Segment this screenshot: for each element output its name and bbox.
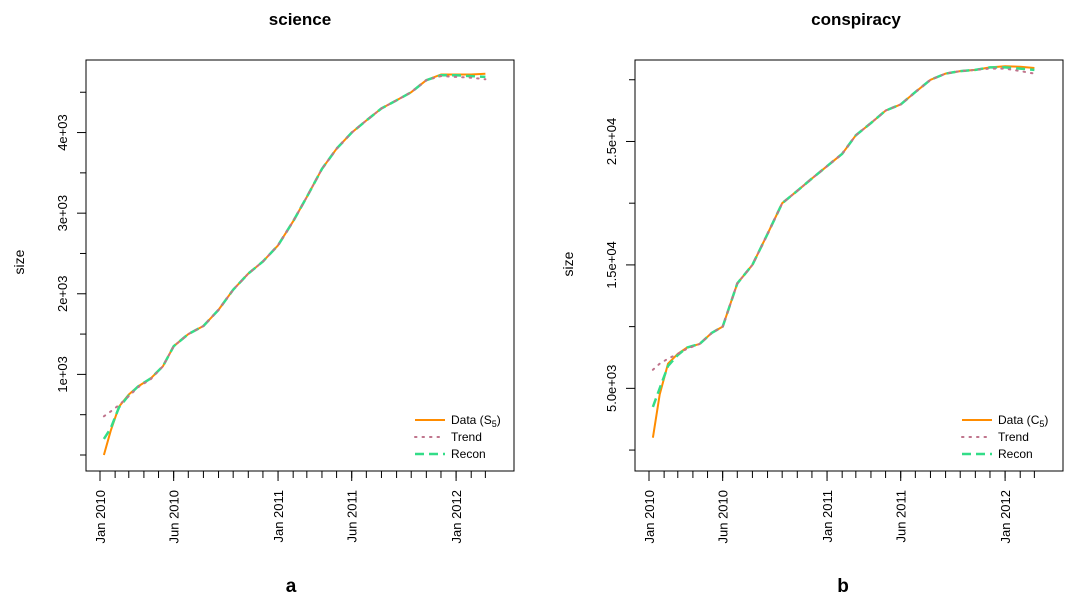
y-axis-science: 1e+03 2e+03 3e+03 4e+03 bbox=[55, 91, 86, 456]
chart-title-science: science bbox=[269, 10, 331, 29]
x-axis-science: Jan 2010 Jun 2010 Jan 2011 Jun 2011 Jan 2012 bbox=[93, 471, 486, 544]
series-group-conspiracy bbox=[651, 65, 1036, 438]
legend-science: Data (S5) Trend Recon bbox=[414, 413, 501, 461]
y-tick-label: 1.5e+04 bbox=[604, 241, 619, 288]
plot-frame-conspiracy bbox=[634, 59, 1064, 472]
x-tick-label: Jan 2010 bbox=[93, 490, 108, 544]
series-group-science bbox=[102, 72, 487, 456]
legend-label-data: Data (C5) bbox=[998, 413, 1048, 429]
panel-conspiracy: conspiracy size Jan 2010 Jun 2010 Jan 2011… bbox=[560, 10, 1064, 597]
y-tick-label: 3e+03 bbox=[55, 195, 70, 232]
legend-conspiracy: Data (C5) Trend Recon bbox=[961, 413, 1048, 461]
series-line-recon bbox=[651, 66, 1035, 408]
series-line-trend bbox=[102, 75, 487, 418]
x-tick-label: Jun 2011 bbox=[345, 490, 360, 543]
series-line-trend bbox=[651, 67, 1036, 371]
x-tick-label: Jan 2012 bbox=[449, 490, 464, 544]
y-axis-label-conspiracy: size bbox=[560, 251, 576, 276]
y-tick-label: 2e+03 bbox=[55, 276, 70, 313]
legend-label-recon: Recon bbox=[998, 447, 1033, 461]
legend-label-data: Data (S5) bbox=[451, 413, 501, 429]
y-tick-label: 4e+03 bbox=[55, 114, 70, 151]
y-axis-label-science: size bbox=[11, 249, 27, 274]
legend-label-trend: Trend bbox=[998, 430, 1029, 444]
x-tick-label: Jun 2011 bbox=[894, 490, 909, 543]
y-tick-label: 5.0e+03 bbox=[604, 365, 619, 412]
panel-label-a: a bbox=[286, 576, 297, 597]
y-axis-conspiracy: 5.0e+03 1.5e+04 2.5e+04 bbox=[604, 79, 635, 451]
plot-frame-science bbox=[85, 59, 515, 472]
y-tick-label: 2.5e+04 bbox=[604, 118, 619, 165]
x-tick-label: Jun 2010 bbox=[167, 490, 182, 544]
x-tick-label: Jun 2010 bbox=[716, 490, 731, 544]
legend-label-recon: Recon bbox=[451, 447, 486, 461]
legend-label-trend: Trend bbox=[451, 430, 482, 444]
series-line-data-s5 bbox=[102, 72, 486, 456]
x-tick-label: Jan 2011 bbox=[271, 490, 286, 543]
chart-title-conspiracy: conspiracy bbox=[811, 10, 901, 29]
panel-label-b: b bbox=[837, 576, 849, 597]
panel-science: science size Jan 2010 Jun 2010 Jan 2011 Jun… bbox=[11, 10, 515, 597]
y-tick-label: 1e+03 bbox=[55, 356, 70, 393]
x-tick-label: Jan 2012 bbox=[998, 490, 1013, 544]
series-line-data-c5 bbox=[651, 65, 1035, 438]
x-tick-label: Jan 2011 bbox=[820, 490, 835, 543]
x-axis-conspiracy: Jan 2010 Jun 2010 Jan 2011 Jun 2011 Jan 2012 bbox=[642, 471, 1035, 544]
series-line-recon bbox=[102, 74, 486, 440]
x-tick-label: Jan 2010 bbox=[642, 490, 657, 544]
